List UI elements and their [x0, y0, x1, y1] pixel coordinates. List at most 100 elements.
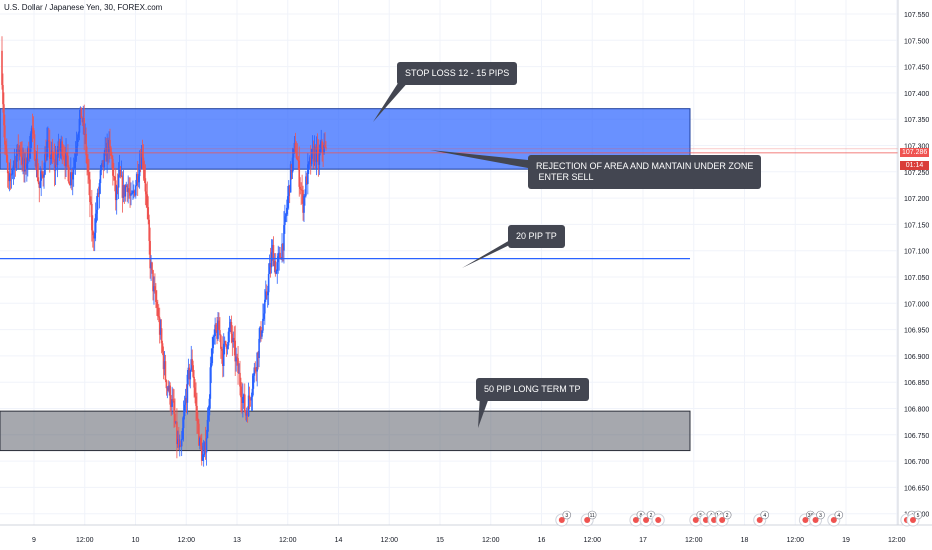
event-icon-dot — [812, 517, 819, 523]
candle-body — [122, 185, 125, 198]
candle-body — [174, 413, 176, 423]
candle-body — [146, 194, 149, 208]
y-axis-bg — [898, 0, 932, 550]
candle-body — [186, 374, 189, 403]
candle-body — [102, 160, 105, 168]
annotation-stop-loss[interactable]: STOP LOSS 12 - 15 PIPS — [397, 62, 518, 85]
candle-body — [9, 173, 12, 176]
candle-body — [97, 192, 100, 195]
candle-body — [245, 412, 248, 416]
candle-body — [261, 330, 263, 337]
candle-body — [32, 128, 35, 135]
candle-body — [290, 164, 293, 173]
candle-body — [288, 185, 291, 193]
candle-body — [3, 104, 5, 126]
candle-body — [243, 394, 245, 397]
x-tick-label: 12:00 — [177, 537, 195, 544]
candle-body — [155, 290, 157, 302]
candle-body — [208, 398, 211, 416]
candle-body — [153, 286, 155, 292]
candle-body — [235, 356, 237, 362]
candle-body — [315, 146, 318, 163]
annotation-50-pip-tp[interactable]: 50 PIP LONG TERM TP — [476, 378, 589, 401]
candle-body — [164, 361, 167, 381]
candle-body — [78, 118, 81, 133]
candle-body — [258, 338, 260, 359]
candle-body — [187, 367, 190, 375]
candle-body — [268, 263, 271, 275]
candle-body — [249, 399, 252, 401]
candle-body — [179, 445, 182, 447]
candle-body — [94, 213, 97, 233]
event-count-badge — [760, 510, 770, 520]
candle-body — [88, 172, 90, 180]
candle-body — [138, 164, 141, 177]
candle-body — [293, 142, 296, 149]
candle-body — [70, 172, 73, 180]
candle-body — [262, 318, 264, 331]
candle-body — [231, 333, 234, 343]
candle-body — [256, 352, 258, 372]
candle-body — [172, 399, 174, 401]
candle-body — [177, 439, 179, 445]
candle-body — [106, 142, 108, 162]
candle-body — [166, 387, 169, 389]
candle-body — [91, 203, 93, 231]
candle-body — [212, 337, 215, 349]
candle-body — [21, 155, 23, 165]
event-count-label: 11 — [590, 513, 595, 519]
candle-body — [121, 175, 124, 198]
candle-body — [282, 243, 284, 251]
event-count-label: 5 — [917, 513, 920, 519]
candle-body — [191, 359, 193, 366]
candle-body — [243, 394, 246, 412]
candle-body — [113, 175, 115, 177]
candle-body — [193, 376, 195, 388]
candle-body — [81, 117, 84, 123]
chart-title: U.S. Dollar / Japanese Yen, 30, FOREX.co… — [4, 3, 163, 12]
candle-body — [321, 141, 323, 149]
candle-body — [281, 243, 283, 260]
candle-body — [67, 155, 69, 168]
candle-body — [276, 262, 279, 272]
candle-body — [137, 176, 140, 183]
candle-body — [213, 335, 215, 338]
candle-body — [17, 144, 20, 155]
candle-body — [299, 186, 301, 189]
candle-body — [140, 151, 143, 169]
candle-body — [221, 348, 223, 351]
candle-body — [278, 252, 280, 257]
x-tick-label: 16 — [538, 537, 546, 544]
candle-body — [141, 151, 144, 158]
candle-body — [22, 157, 24, 165]
x-tick-label: 13 — [233, 537, 241, 544]
candle-body — [72, 168, 75, 175]
candle-body — [15, 155, 18, 168]
candle-body — [139, 164, 142, 169]
candle-body — [217, 320, 219, 339]
candle-body — [301, 189, 303, 191]
candle-body — [298, 160, 301, 187]
candle-body — [53, 159, 56, 171]
annotation-20-pip-tp[interactable]: 20 PIP TP — [508, 225, 565, 248]
candle-body — [130, 193, 132, 196]
candle-body — [10, 174, 13, 176]
candle-body — [203, 442, 206, 455]
candle-body — [103, 152, 106, 168]
event-icon-dot — [632, 517, 639, 523]
pointer-rejection — [430, 150, 528, 168]
candle-body — [117, 174, 120, 188]
candle-body — [76, 137, 79, 147]
candle-body — [86, 155, 88, 165]
annotation-rejection[interactable]: REJECTION OF AREA AND MANTAIN UNDER ZONE… — [528, 155, 762, 189]
candle-body — [259, 326, 261, 339]
candle-body — [226, 345, 229, 349]
pointer-20-pip-tp — [462, 240, 520, 268]
x-tick-label: 12:00 — [583, 537, 601, 544]
candle-body — [272, 245, 275, 267]
x-tick-label: 12:00 — [380, 537, 398, 544]
event-icon-dot — [711, 517, 718, 523]
candle-body — [82, 118, 85, 123]
candle-body — [216, 330, 218, 339]
candle-body — [253, 367, 256, 376]
